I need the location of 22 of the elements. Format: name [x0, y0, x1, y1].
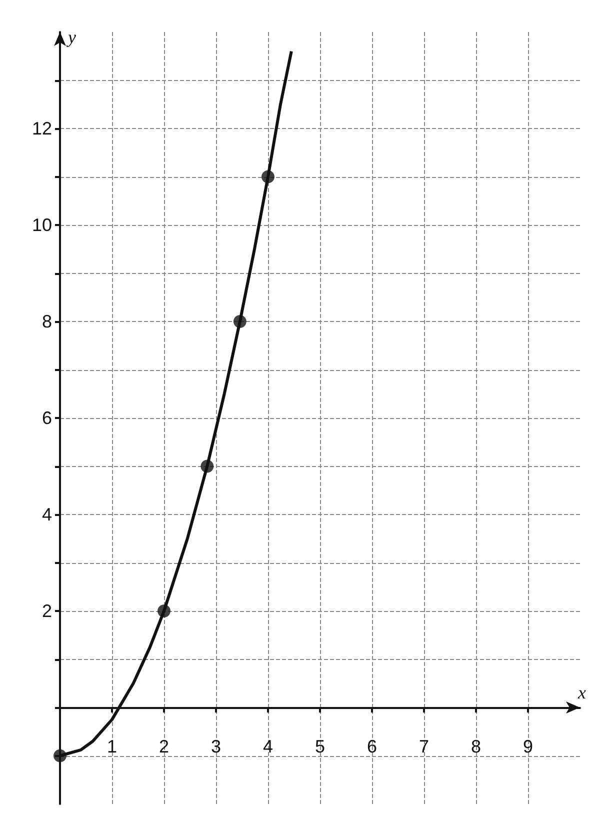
x-tick-label: 7: [418, 736, 430, 756]
y-tick-label: 4: [42, 504, 52, 524]
x-tick-label: 2: [158, 736, 170, 756]
y-tick-label: 10: [32, 215, 52, 235]
x-axis-title: x: [577, 682, 586, 702]
point: [200, 460, 214, 473]
x-tick-label: 8: [470, 736, 482, 756]
y-tick-label: 8: [42, 312, 52, 332]
point: [233, 315, 246, 328]
x-tick-label: 5: [314, 736, 326, 756]
point: [262, 170, 274, 184]
x-tick-label: 6: [366, 736, 378, 756]
x-tick-label: 1: [106, 736, 118, 756]
x-tick-label: 4: [262, 736, 274, 756]
y-tick-label: 2: [42, 601, 52, 621]
y-axis-title: y: [66, 27, 76, 47]
point: [158, 604, 170, 618]
y-tick-label: 12: [32, 118, 52, 138]
x-tick-label: 9: [522, 736, 534, 756]
point: [54, 749, 66, 762]
x-tick-label: 3: [210, 736, 222, 756]
y-tick-label: 6: [42, 408, 52, 428]
